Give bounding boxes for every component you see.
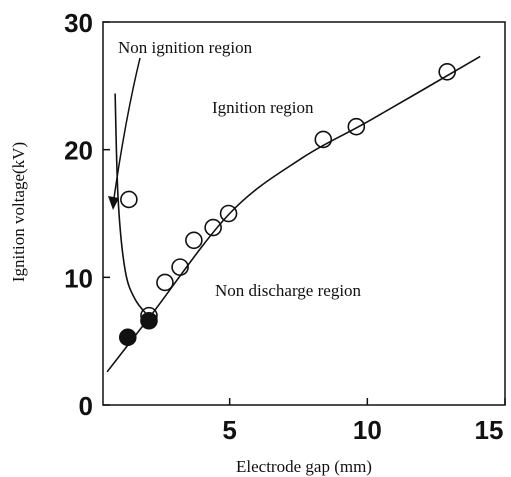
open-point (120, 190, 138, 209)
x-tick-label: 15 (475, 415, 504, 445)
y-tick-label: 20 (64, 136, 93, 166)
open-point (347, 117, 366, 136)
y-tick-label: 10 (64, 263, 93, 293)
plot-frame (102, 21, 506, 406)
open-point (156, 273, 174, 292)
x-tick-label: 10 (353, 415, 382, 445)
filled-point (140, 311, 158, 330)
curve (106, 55, 481, 373)
y-tick-label: 0 (79, 391, 93, 421)
curve (114, 93, 150, 318)
x-axis-label: Electrode gap (mm) (236, 457, 372, 476)
open-point (185, 231, 203, 250)
annotation: Non ignition region (118, 38, 253, 57)
annotation: Non discharge region (215, 281, 362, 300)
annotation-arrow (112, 57, 141, 206)
x-tick-label: 5 (222, 415, 236, 445)
arrow-head (108, 196, 119, 210)
y-tick-label: 30 (64, 8, 93, 38)
annotation: Ignition region (212, 98, 314, 117)
y-axis-label: Ignition voltage(kV) (9, 142, 28, 282)
open-point (204, 218, 222, 237)
